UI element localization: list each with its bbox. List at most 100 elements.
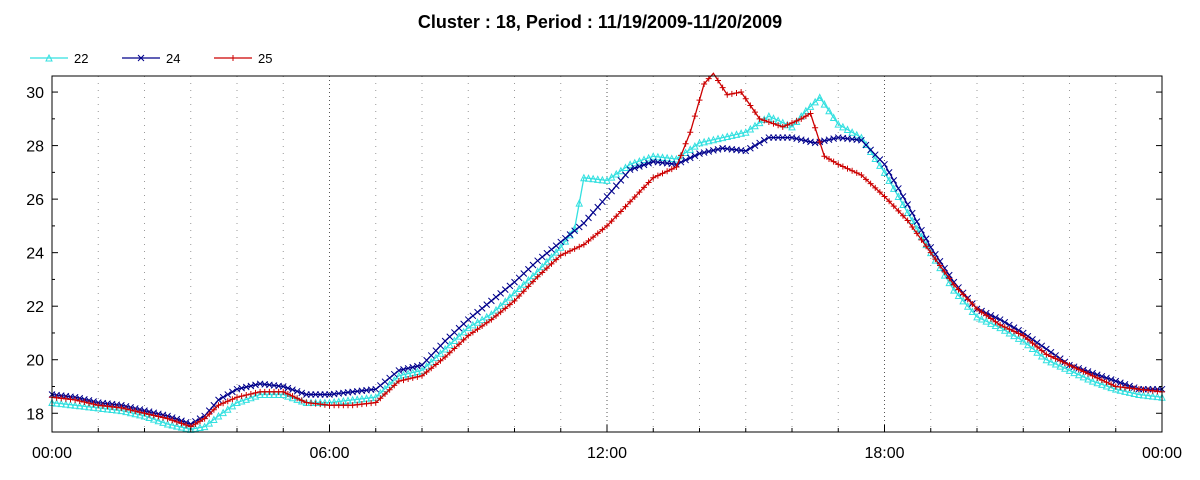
data-point xyxy=(589,174,597,183)
data-point xyxy=(848,128,856,136)
data-point xyxy=(733,89,740,96)
data-point xyxy=(432,353,440,362)
data-point xyxy=(118,404,125,411)
data-point xyxy=(251,392,260,400)
data-point xyxy=(427,357,436,366)
data-point xyxy=(71,401,79,409)
data-point xyxy=(723,132,732,140)
data-point xyxy=(617,208,624,215)
data-point xyxy=(1043,351,1050,358)
legend: 22 24 25 xyxy=(30,51,272,66)
data-point xyxy=(173,421,181,430)
data-point xyxy=(992,318,999,325)
data-point xyxy=(751,142,759,149)
data-point xyxy=(372,399,379,406)
data-point xyxy=(1085,370,1091,377)
data-point xyxy=(890,203,897,210)
data-point xyxy=(626,160,634,168)
data-point xyxy=(594,230,601,237)
grid xyxy=(97,76,1117,432)
data-point xyxy=(1057,357,1064,364)
data-point xyxy=(1108,381,1115,388)
data-point xyxy=(1075,366,1082,373)
data-point xyxy=(543,265,550,272)
data-point xyxy=(807,110,814,117)
data-point xyxy=(820,99,829,108)
data-point xyxy=(451,345,458,352)
data-point xyxy=(252,389,259,396)
data-point xyxy=(459,327,468,336)
data-point xyxy=(1139,390,1148,399)
data-point xyxy=(279,390,288,399)
data-point xyxy=(274,390,283,399)
data-point xyxy=(562,234,569,242)
data-point xyxy=(849,167,856,174)
data-point xyxy=(516,293,523,300)
data-point xyxy=(289,386,296,394)
data-point xyxy=(159,418,167,426)
data-point xyxy=(1047,357,1055,366)
data-point xyxy=(718,133,727,142)
data-point xyxy=(904,217,911,224)
data-point xyxy=(163,419,172,428)
data-point xyxy=(923,243,930,250)
data-point xyxy=(1000,326,1009,334)
data-point xyxy=(630,158,639,167)
data-point xyxy=(1107,383,1115,392)
data-point xyxy=(391,382,398,389)
data-point xyxy=(321,401,328,408)
data-point xyxy=(641,184,647,191)
data-point xyxy=(1051,359,1060,368)
data-point xyxy=(75,401,84,410)
data-point xyxy=(701,81,708,88)
data-point xyxy=(580,219,588,227)
data-point xyxy=(289,393,296,400)
axes: 00:00 06:00 12:00 18:00 00:00 18 20 22 24 26 28 30 xyxy=(26,85,1182,462)
data-point xyxy=(1102,381,1111,390)
data-point xyxy=(178,420,185,427)
data-point xyxy=(704,136,713,145)
data-point xyxy=(552,242,560,250)
data-point xyxy=(945,271,953,279)
data-point xyxy=(585,237,592,244)
y-tick-label: 20 xyxy=(26,353,44,370)
data-point xyxy=(1112,383,1119,390)
data-point xyxy=(469,329,476,336)
data-point xyxy=(173,418,180,425)
data-point xyxy=(219,393,227,401)
data-point xyxy=(224,398,231,405)
data-point xyxy=(441,344,449,353)
data-point xyxy=(1126,385,1133,392)
data-point xyxy=(567,248,573,255)
data-point xyxy=(303,399,310,406)
data-point xyxy=(155,413,162,420)
data-point xyxy=(1038,347,1045,354)
data-point xyxy=(575,223,583,231)
data-point xyxy=(812,124,819,131)
data-point xyxy=(881,193,888,200)
data-point xyxy=(996,323,1004,332)
data-point xyxy=(1048,353,1054,360)
data-point xyxy=(580,241,587,248)
data-point xyxy=(960,291,967,298)
data-point xyxy=(183,422,190,429)
data-point xyxy=(1024,340,1032,349)
data-point xyxy=(1033,348,1041,356)
data-point xyxy=(229,388,236,396)
data-point xyxy=(1144,391,1152,400)
data-point xyxy=(992,314,999,321)
data-point xyxy=(442,354,449,361)
data-point xyxy=(900,212,906,219)
data-point xyxy=(1042,355,1051,364)
data-point xyxy=(835,161,842,168)
data-point xyxy=(215,396,222,404)
data-point xyxy=(460,336,467,343)
data-point xyxy=(635,157,644,165)
plot-frame xyxy=(51,75,1163,433)
data-point xyxy=(1066,362,1073,369)
data-point xyxy=(95,402,102,409)
data-point xyxy=(423,369,430,376)
data-point xyxy=(867,180,874,187)
data-point xyxy=(1121,381,1129,388)
data-point xyxy=(210,415,218,424)
